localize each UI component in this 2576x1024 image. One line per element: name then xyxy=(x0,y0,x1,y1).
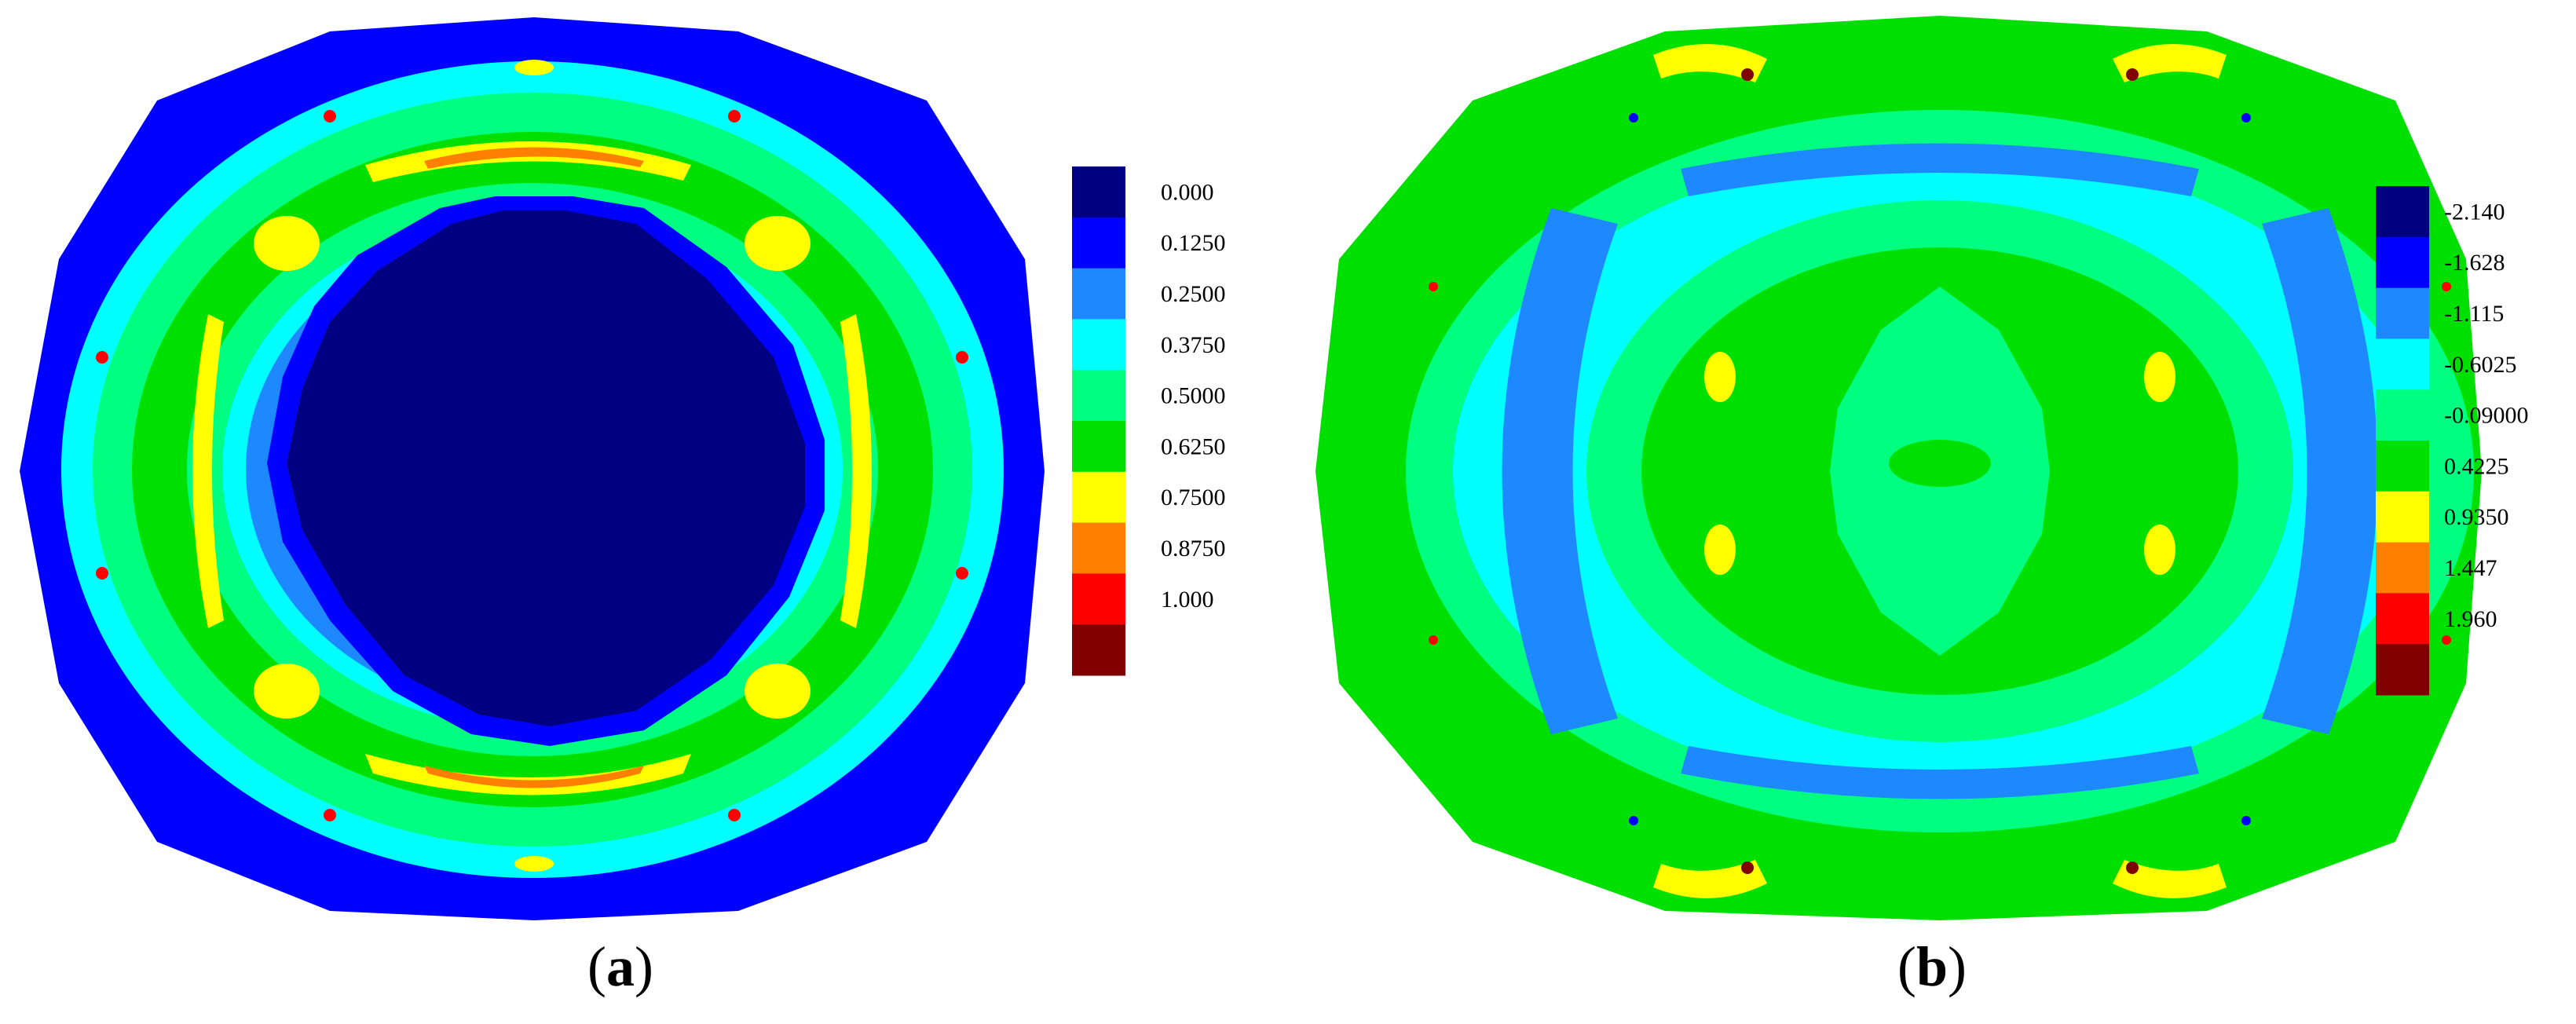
colorbar-swatch xyxy=(2376,236,2429,289)
colorbar-swatch xyxy=(1072,217,1125,269)
contour-dot xyxy=(2126,861,2139,874)
contour-arc-top xyxy=(1681,143,2199,196)
colorbar-tick-label: 0.9350 xyxy=(2444,504,2509,530)
contour-dot xyxy=(956,567,968,580)
colorbar-tick-label: 1.000 xyxy=(1161,587,1214,613)
colorbar-tick-label: 0.1250 xyxy=(1161,230,1226,256)
colorbar-swatch xyxy=(1072,471,1125,524)
contour-dot xyxy=(324,110,336,123)
colorbar-swatch xyxy=(1072,624,1125,676)
colorbar-swatch xyxy=(2376,542,2429,594)
contour-dot xyxy=(1429,282,1438,291)
contour-dot xyxy=(1629,816,1638,825)
contour-hotspot-top xyxy=(365,141,691,182)
contour-blob-bl xyxy=(254,664,320,719)
colorbar-swatch xyxy=(1072,166,1125,218)
contour-blob-br xyxy=(2144,525,2175,575)
colorbar-swatch xyxy=(2376,186,2429,238)
contour-dot xyxy=(324,809,336,821)
contour-dot xyxy=(96,351,108,364)
contour-hotspot-right xyxy=(840,314,872,628)
contour-arc-left xyxy=(1502,208,1618,734)
colorbar-swatch xyxy=(2376,287,2429,339)
colorbar-b: -2.140 -1.628 -1.115 -0.6025 -0.09000 0.4225 0… xyxy=(2376,186,2529,696)
colorbar-tick-label: 1.960 xyxy=(2444,606,2497,632)
contour-edge-hotspot xyxy=(2113,860,2227,898)
contour-blob-br xyxy=(745,664,810,719)
contour-edge-spot xyxy=(514,60,554,75)
colorbar-swatch xyxy=(2376,338,2429,390)
colorbar-tick-label: 0.6250 xyxy=(1161,433,1226,459)
contour-hotspot-top-core xyxy=(424,147,644,169)
colorbar-swatch xyxy=(2376,644,2429,696)
colorbar-tick-label: 0.8750 xyxy=(1161,536,1226,561)
contour-panel-b xyxy=(1315,16,2482,920)
colorbar-tick-label: -0.09000 xyxy=(2444,403,2529,429)
colorbar-swatch xyxy=(1072,370,1125,422)
contour-blob-tl xyxy=(254,216,320,271)
contour-edge-spot xyxy=(514,856,554,872)
colorbar-swatch xyxy=(1072,522,1125,574)
contour-edge-hotspot xyxy=(1653,44,1767,82)
contour-arc-bottom xyxy=(1681,746,2199,799)
colorbar-swatch xyxy=(1072,268,1125,320)
contour-hotspot-bottom xyxy=(365,754,691,795)
contour-dot xyxy=(1741,861,1754,874)
colorbar-tick-label: 0.2500 xyxy=(1161,281,1226,307)
contour-blob-bl xyxy=(1704,525,1736,575)
colorbar-swatch xyxy=(1072,573,1125,625)
contour-blob-tr xyxy=(745,216,810,271)
colorbar-tick-label: -0.6025 xyxy=(2444,352,2517,378)
contour-arc-right xyxy=(2262,208,2378,734)
panel-label-b: (b) xyxy=(1897,935,1967,998)
contour-dot xyxy=(1741,68,1754,81)
contour-hotspot-left xyxy=(192,314,224,628)
contour-region-core xyxy=(287,210,805,726)
contour-dot xyxy=(2442,282,2451,291)
contour-blob-tl xyxy=(1704,352,1736,402)
contour-dot xyxy=(2126,68,2139,81)
colorbar-a: 0.000 0.1250 0.2500 0.3750 0.5000 0.6250 0.750… xyxy=(1072,166,1226,676)
colorbar-swatch xyxy=(2376,389,2429,441)
contour-hotspot-bottom-core xyxy=(424,766,644,788)
colorbar-swatch xyxy=(2376,593,2429,645)
colorbar-swatch xyxy=(1072,319,1125,371)
contour-dot xyxy=(728,110,741,123)
contour-dot xyxy=(1429,635,1438,645)
contour-dot xyxy=(96,567,108,580)
contour-dot xyxy=(956,351,968,364)
colorbar-swatch xyxy=(1072,421,1125,473)
contour-panel-a xyxy=(20,17,1045,920)
colorbar-tick-label: 0.5000 xyxy=(1161,383,1226,409)
colorbar-tick-label: 0.7500 xyxy=(1161,485,1226,510)
colorbar-swatch xyxy=(2376,441,2429,492)
contour-dot xyxy=(2241,816,2251,825)
contour-edge-hotspot xyxy=(1653,860,1767,898)
colorbar-tick-label: -2.140 xyxy=(2444,199,2505,225)
colorbar-tick-label: -1.115 xyxy=(2444,301,2504,327)
colorbar-tick-label: 0.000 xyxy=(1161,179,1214,205)
colorbar-swatch xyxy=(2376,491,2429,543)
contour-dot xyxy=(2442,635,2451,645)
contour-dot xyxy=(1629,113,1638,123)
panel-label-a: (a) xyxy=(587,935,653,998)
colorbar-tick-label: 0.3750 xyxy=(1161,332,1226,358)
colorbar-tick-label: 0.4225 xyxy=(2444,453,2509,479)
contour-blob-tr xyxy=(2144,352,2175,402)
colorbar-tick-label: -1.628 xyxy=(2444,250,2505,276)
contour-edge-hotspot xyxy=(2113,44,2227,82)
contour-dot xyxy=(728,809,741,821)
contour-dot xyxy=(2241,113,2251,123)
contour-center-oval xyxy=(1889,440,1991,487)
colorbar-tick-label: 1.447 xyxy=(2444,555,2497,581)
